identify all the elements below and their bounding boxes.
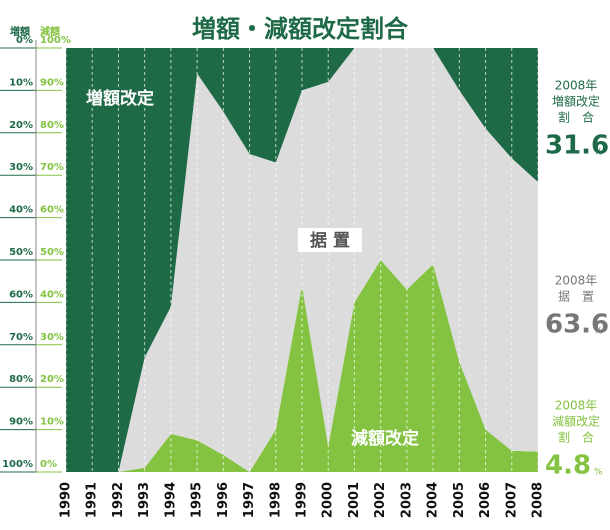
chart-title: 増額・減額改定割合 <box>192 15 409 43</box>
series-label: 据 置 <box>310 230 350 251</box>
series-label: 増額改定 <box>86 88 154 109</box>
x-tick-label: 2004 <box>426 482 441 518</box>
y-axis-label: 減額 <box>40 25 60 38</box>
y2-tick-label: 70% <box>9 332 33 343</box>
y-tick-label: 40% <box>40 289 64 300</box>
x-tick-label: 1999 <box>295 482 310 518</box>
y-tick-label: 20% <box>40 374 64 385</box>
y-tick-label: 0% <box>40 459 57 470</box>
x-tick-label: 1996 <box>216 482 231 518</box>
y-tick-label: 30% <box>40 332 64 343</box>
y2-tick-label: 60% <box>9 289 33 300</box>
y-tick-label: 10% <box>40 417 64 428</box>
x-tick-label: 1998 <box>268 482 283 518</box>
annotation: 増額改定 <box>552 94 600 109</box>
series-label: 減額改定 <box>351 428 419 449</box>
x-tick-label: 1994 <box>163 482 178 518</box>
y-tick-label: 80% <box>40 120 64 131</box>
value-label: 63.6 <box>545 310 609 340</box>
x-tick-label: 2003 <box>399 482 414 518</box>
annotation: 減額改定 <box>552 414 600 429</box>
x-tick-label: 2000 <box>321 482 336 518</box>
y2-tick-label: 40% <box>9 205 33 216</box>
x-tick-label: 2006 <box>478 482 493 518</box>
annotation: 2008年 <box>555 399 598 413</box>
value-label: 4.8 <box>545 451 591 481</box>
y2-tick-label: 90% <box>9 417 33 428</box>
label-box <box>298 228 362 252</box>
x-tick-label: 2005 <box>452 482 467 518</box>
unit-label: % <box>594 468 603 478</box>
y2-tick-label: 100% <box>2 459 33 470</box>
y-tick-label: 100% <box>40 35 71 46</box>
x-tick-label: 1990 <box>59 482 74 518</box>
x-tick-label: 1991 <box>85 482 100 518</box>
y2-tick-label: 20% <box>9 120 33 131</box>
area <box>66 48 538 472</box>
y2-tick-label: 30% <box>9 162 33 173</box>
annotation: 2008年 <box>555 274 598 288</box>
y2-tick-label: 0% <box>16 35 33 46</box>
x-tick-label: 1993 <box>137 482 152 518</box>
unit-label: % <box>594 148 603 158</box>
x-tick-label: 1997 <box>242 482 257 518</box>
x-tick-label: 2002 <box>373 482 388 518</box>
annotation: 割 合 <box>558 110 594 125</box>
y2-tick-label: 50% <box>9 247 33 258</box>
y2-tick-label: 80% <box>9 374 33 385</box>
y-tick-label: 70% <box>40 162 64 173</box>
x-tick-label: 2008 <box>531 482 546 518</box>
value-label: 31.6 <box>545 131 609 161</box>
x-tick-label: 2007 <box>504 482 519 518</box>
y-tick-label: 50% <box>40 247 64 258</box>
x-tick-label: 2001 <box>347 482 362 518</box>
annotation: 割 合 <box>558 430 594 445</box>
y2-tick-label: 10% <box>9 77 33 88</box>
annotation: 据 置 <box>558 290 594 304</box>
y2-axis-label: 増額 <box>10 25 30 38</box>
y-tick-label: 90% <box>40 77 64 88</box>
x-tick-label: 1995 <box>190 482 205 518</box>
y-tick-label: 60% <box>40 205 64 216</box>
unit-label: % <box>594 327 603 337</box>
x-tick-label: 1992 <box>111 482 126 518</box>
annotation: 2008年 <box>555 79 598 93</box>
